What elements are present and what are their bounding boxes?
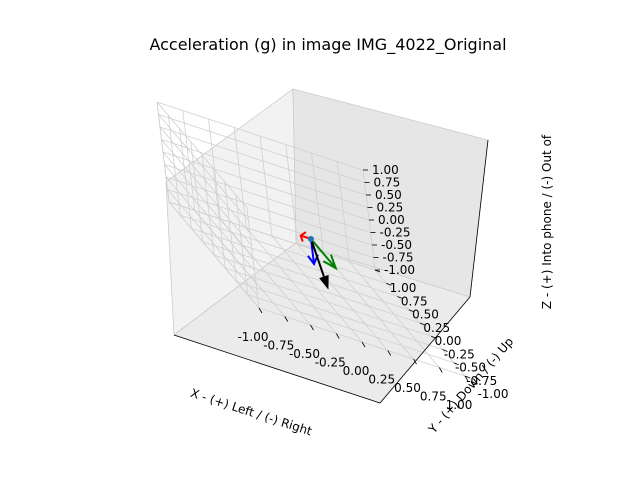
y-tick-mark bbox=[431, 335, 437, 339]
x-tick-label: 1.00 bbox=[446, 398, 473, 412]
z-axis-line bbox=[469, 139, 489, 298]
x-tick-mark bbox=[258, 307, 263, 314]
y-tick-label: -0.75 bbox=[466, 374, 497, 388]
gridline bbox=[162, 151, 254, 259]
y-tick-label: 0.00 bbox=[435, 334, 462, 348]
y-tick-mark bbox=[386, 282, 392, 286]
x-tick-label: -0.75 bbox=[263, 339, 294, 353]
z-tick-label: -0.25 bbox=[380, 226, 411, 240]
y-axis-ticks: -1.00-0.75-0.50-0.250.000.250.500.751.00 bbox=[374, 269, 509, 401]
y-tick-mark bbox=[453, 362, 459, 366]
gridline bbox=[323, 252, 414, 360]
z-tick-label: -0.75 bbox=[383, 251, 414, 265]
x-tick-label: 0.25 bbox=[368, 373, 395, 387]
z-tick-label: -1.00 bbox=[384, 263, 415, 277]
vector-shaft bbox=[310, 238, 325, 277]
gridline bbox=[191, 228, 398, 297]
x-tick-mark bbox=[310, 324, 314, 331]
x-tick-mark bbox=[413, 358, 417, 365]
gridline bbox=[159, 126, 251, 234]
gridline bbox=[168, 201, 376, 271]
gridline bbox=[162, 151, 370, 221]
x-tick-mark bbox=[464, 375, 469, 382]
z-tick-label: 0.50 bbox=[375, 188, 402, 202]
gridline bbox=[213, 254, 421, 324]
vector-shaft bbox=[310, 238, 337, 269]
vector-head bbox=[319, 274, 329, 290]
z-axis-ticks: -1.00-0.75-0.50-0.250.000.250.500.751.00 bbox=[363, 163, 415, 277]
y-tick-label: 0.75 bbox=[401, 294, 428, 308]
x-tick-mark bbox=[438, 367, 443, 373]
z-tick-label: 0.00 bbox=[378, 213, 405, 227]
x-tick-mark bbox=[387, 350, 392, 356]
gridline bbox=[202, 241, 409, 311]
x-tick-label: -1.00 bbox=[237, 330, 268, 344]
origin-marker bbox=[308, 236, 314, 242]
x-axis-label: X - (+) Left / (-) Right bbox=[189, 386, 314, 439]
gridline bbox=[348, 261, 440, 368]
vector-head bbox=[299, 231, 307, 242]
x-tick-label: 0.75 bbox=[420, 390, 447, 404]
gridline bbox=[285, 144, 299, 245]
x-tick-mark bbox=[335, 333, 340, 339]
y-tick-label: 0.25 bbox=[423, 321, 450, 335]
gridline bbox=[158, 114, 365, 183]
gridline bbox=[158, 114, 249, 221]
gridline bbox=[161, 139, 368, 208]
z-axis-label: Z - (+) Into phone / (-) Out of bbox=[540, 134, 554, 309]
y-tick-mark bbox=[397, 296, 403, 299]
x-tick-label: 0.00 bbox=[343, 364, 370, 378]
x-tick-label: -0.50 bbox=[289, 347, 320, 361]
x-axis-ticks: -1.00-0.75-0.50-0.250.000.250.500.751.00 bbox=[237, 307, 473, 412]
x-tick-mark bbox=[361, 341, 366, 348]
y-tick-label: -0.50 bbox=[455, 361, 486, 375]
y-tick-mark bbox=[464, 375, 471, 379]
y-tick-label: -0.25 bbox=[444, 347, 475, 361]
gridline bbox=[156, 101, 364, 171]
gridline bbox=[156, 101, 170, 203]
z-tick-label: 1.00 bbox=[372, 163, 399, 177]
y-axis-line bbox=[379, 296, 471, 404]
gridline bbox=[311, 152, 324, 254]
y-tick-mark bbox=[442, 349, 448, 352]
gridline bbox=[190, 141, 204, 242]
x-tick-mark bbox=[284, 316, 289, 322]
z-tick-label: -0.50 bbox=[381, 238, 412, 252]
gridline bbox=[180, 214, 387, 284]
y-tick-label: 0.50 bbox=[412, 308, 439, 322]
x-axis-line bbox=[173, 334, 381, 404]
y-tick-label: 1.00 bbox=[390, 281, 417, 295]
gridline bbox=[159, 126, 367, 196]
x-tick-label: 0.50 bbox=[394, 381, 421, 395]
x-tick-label: -0.25 bbox=[315, 356, 346, 370]
y-tick-mark bbox=[408, 309, 414, 313]
z-tick-label: 0.25 bbox=[377, 201, 404, 215]
y-tick-label: -1.00 bbox=[477, 387, 508, 401]
gridline bbox=[179, 128, 192, 229]
gridline bbox=[161, 139, 252, 246]
gridline bbox=[156, 101, 248, 209]
vector-head bbox=[322, 254, 338, 271]
gridline bbox=[336, 161, 350, 262]
y-tick-mark bbox=[419, 322, 426, 326]
chart-title: Acceleration (g) in image IMG_4022_Origi… bbox=[149, 35, 506, 55]
gridline bbox=[167, 115, 181, 216]
z-tick-label: 0.75 bbox=[374, 176, 401, 190]
vectors bbox=[299, 231, 338, 290]
